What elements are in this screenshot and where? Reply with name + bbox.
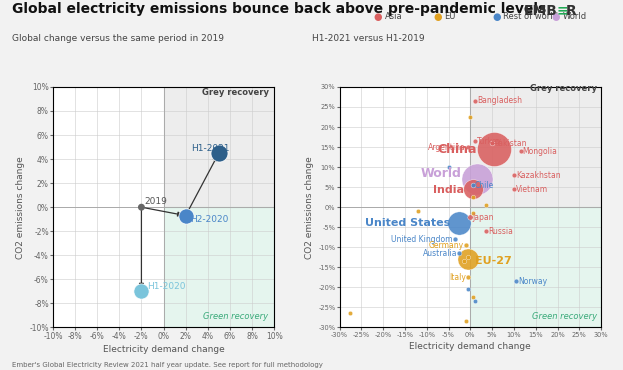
Point xyxy=(464,254,473,260)
X-axis label: Electricity demand change: Electricity demand change xyxy=(103,345,224,354)
Point xyxy=(467,182,477,188)
Point xyxy=(465,114,475,120)
Point xyxy=(455,220,465,226)
Text: Russia: Russia xyxy=(488,227,513,236)
Point xyxy=(413,208,423,214)
Point xyxy=(472,176,482,182)
Text: Argentina: Argentina xyxy=(428,142,466,152)
Point xyxy=(136,289,146,295)
Text: H1-2021: H1-2021 xyxy=(191,144,230,153)
Point xyxy=(509,186,519,192)
Point xyxy=(470,98,480,104)
Text: Bangladesh: Bangladesh xyxy=(477,97,522,105)
Text: Global change versus the same period in 2019: Global change versus the same period in … xyxy=(12,34,224,43)
X-axis label: Electricity demand change: Electricity demand change xyxy=(409,342,531,351)
Text: China: China xyxy=(437,142,477,155)
Text: ≡: ≡ xyxy=(556,4,568,18)
Point xyxy=(136,204,146,210)
Y-axis label: CO2 emissions change: CO2 emissions change xyxy=(16,156,25,259)
Text: Grey recovery: Grey recovery xyxy=(202,88,269,97)
Point xyxy=(467,194,477,200)
Point xyxy=(464,144,473,150)
Text: Vietnam: Vietnam xyxy=(516,185,548,194)
Point xyxy=(464,256,473,262)
Text: Green recovery: Green recovery xyxy=(204,312,269,321)
Text: Mongolia: Mongolia xyxy=(523,147,558,155)
Text: Green recovery: Green recovery xyxy=(531,312,597,322)
Point xyxy=(455,250,465,256)
Point xyxy=(481,202,491,208)
Point xyxy=(345,310,355,316)
Text: Kazakhstan: Kazakhstan xyxy=(516,171,561,179)
Text: Norway: Norway xyxy=(518,277,548,286)
Text: Australia: Australia xyxy=(423,249,457,258)
Text: World: World xyxy=(563,12,587,21)
Point xyxy=(490,146,500,152)
Text: Japan: Japan xyxy=(472,213,494,222)
Text: H1-2020: H1-2020 xyxy=(147,282,186,291)
Point xyxy=(461,319,471,324)
Text: EU-27: EU-27 xyxy=(475,256,511,266)
Text: 2019: 2019 xyxy=(145,196,168,206)
Text: Rest of world: Rest of world xyxy=(503,12,558,21)
Point xyxy=(444,164,454,170)
Point xyxy=(464,275,473,280)
Text: R: R xyxy=(566,4,576,18)
Point xyxy=(470,299,480,305)
Text: Ember's Global Electricity Review 2021 half year update. See report for full met: Ember's Global Electricity Review 2021 h… xyxy=(12,362,323,368)
Text: Germany: Germany xyxy=(429,241,464,250)
Point xyxy=(459,258,469,264)
Point xyxy=(467,210,477,216)
Text: ●: ● xyxy=(433,11,442,22)
Text: EMB: EMB xyxy=(523,4,557,18)
Text: H2-2020: H2-2020 xyxy=(190,215,229,223)
Point xyxy=(516,148,526,154)
Point xyxy=(461,242,471,248)
Text: Pakistan: Pakistan xyxy=(495,139,527,148)
Text: EU: EU xyxy=(444,12,455,21)
Point xyxy=(470,138,480,144)
Text: ●: ● xyxy=(374,11,383,22)
Text: World: World xyxy=(421,166,462,179)
Point xyxy=(181,213,191,219)
Point xyxy=(487,140,497,146)
Point xyxy=(509,172,519,178)
Text: Chile: Chile xyxy=(475,181,494,190)
Point xyxy=(465,214,475,220)
Text: United Kingdom: United Kingdom xyxy=(391,235,453,244)
Text: Asia: Asia xyxy=(385,12,402,21)
Point xyxy=(511,278,521,284)
Point xyxy=(214,150,224,156)
Text: United States: United States xyxy=(366,218,451,228)
Point xyxy=(481,228,491,234)
Text: ●: ● xyxy=(492,11,501,22)
Point xyxy=(464,286,473,292)
Y-axis label: CO2 emissions change: CO2 emissions change xyxy=(305,156,314,259)
Text: H1-2021 versus H1-2019: H1-2021 versus H1-2019 xyxy=(312,34,424,43)
Text: Grey recovery: Grey recovery xyxy=(530,84,597,93)
Text: Italy: Italy xyxy=(449,273,466,282)
Text: Turkey: Turkey xyxy=(477,137,502,145)
Text: India: India xyxy=(433,185,464,195)
Point xyxy=(450,236,460,242)
Text: Global electricity emissions bounce back above pre-pandemic levels: Global electricity emissions bounce back… xyxy=(12,2,547,16)
Text: ●: ● xyxy=(551,11,560,22)
Point xyxy=(467,295,477,300)
Point xyxy=(467,186,477,192)
